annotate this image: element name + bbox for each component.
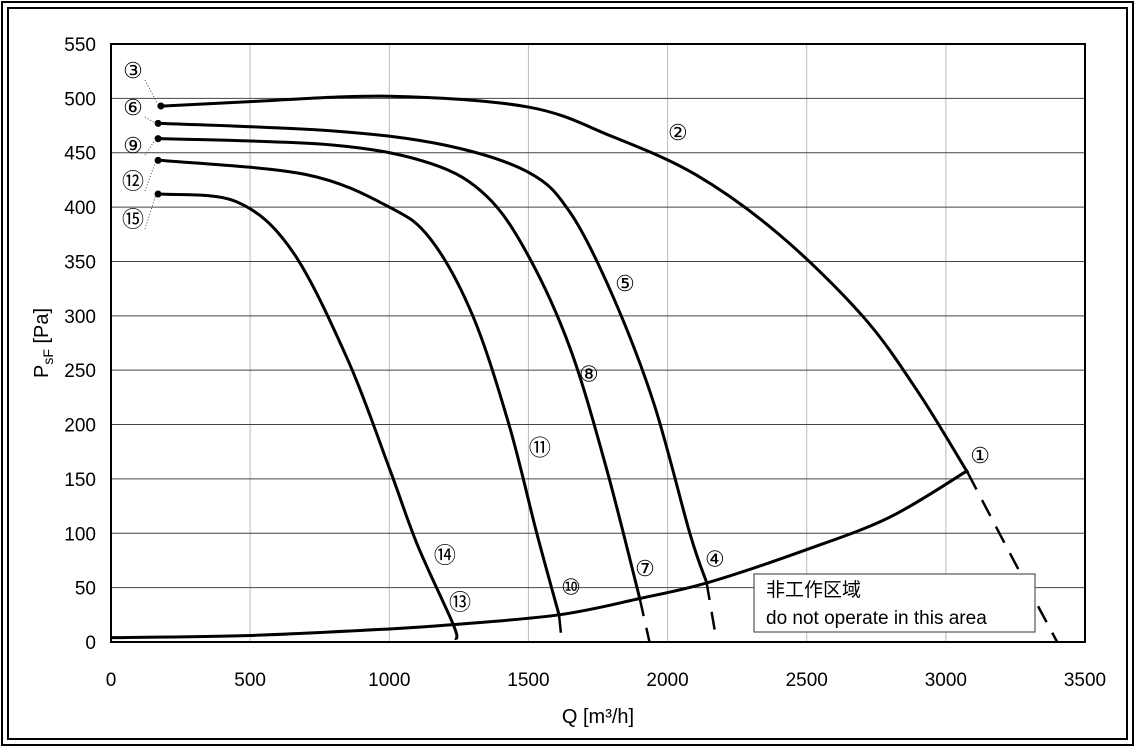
curve-11-ext: [557, 614, 564, 643]
y-tick-label: 50: [75, 579, 96, 600]
x-axis-label: Q [m³/h]: [562, 706, 634, 728]
start-point-dot: [154, 135, 162, 143]
system-curve: [110, 468, 969, 640]
series-group: [110, 94, 1059, 643]
x-tick-label: 2500: [786, 670, 828, 691]
y-axis-label-main: P: [31, 365, 53, 378]
leader-line: [144, 138, 157, 156]
y-tick-label: 550: [64, 35, 96, 56]
leader-line: [144, 116, 157, 124]
x-tick-label: 500: [234, 670, 266, 691]
y-tick-label: 200: [64, 416, 96, 437]
note-box: 非工作区域 do not operate in this area: [753, 573, 1036, 633]
grid: [111, 44, 1085, 642]
curve-8-ext: [638, 598, 651, 643]
curve-label: ⑧: [579, 362, 599, 387]
y-tick-label: 450: [64, 144, 96, 165]
curve-label: ⑥: [123, 96, 143, 121]
curve-2-ext: [967, 472, 1059, 643]
leader-line: [144, 193, 157, 230]
curve-14: [160, 192, 459, 641]
curve-label: ⑭: [434, 544, 456, 569]
x-tick-label: 0: [106, 670, 117, 691]
y-tick-label: 150: [64, 470, 96, 491]
curve-label: ⑦: [635, 557, 655, 582]
x-tick-label: 1000: [368, 670, 410, 691]
x-tick-label: 3000: [925, 670, 967, 691]
start-point-dot: [154, 190, 162, 198]
curve-label: ①: [970, 444, 990, 469]
y-tick-label: 100: [64, 524, 96, 545]
leader-line: [144, 160, 157, 192]
y-tick-label: 400: [64, 198, 96, 219]
annotations: ① ② ③ ④ ⑤ ⑥ ⑦ ⑧ ⑨ ⑩ ⑪ ⑫ ⑬ ⑭ ⑮: [122, 59, 990, 616]
y-axis-label: PsF [Pa]: [31, 308, 56, 378]
note-line-2: do not operate in this area: [766, 608, 987, 629]
y-tick-label: 0: [85, 633, 96, 654]
x-tick-label: 1500: [507, 670, 549, 691]
note-line-1: 非工作区域: [766, 579, 861, 601]
curve-5-ext: [705, 581, 717, 632]
curve-label: ⑩: [561, 576, 581, 601]
y-axis-label-sub: sF: [40, 349, 56, 365]
y-tick-label: 300: [64, 307, 96, 328]
plot-border: [110, 43, 1086, 643]
inner-frame: [7, 7, 1128, 740]
curve-label: ⑨: [123, 134, 143, 159]
curve-label: ⑤: [615, 272, 635, 297]
curve-5: [161, 121, 708, 583]
tick-labels: 0 500 1000 1500 2000 2500 3000 3500 0 50 100 150 200…: [64, 35, 1106, 691]
curve-label: ⑫: [122, 170, 144, 195]
curve-label: ③: [123, 59, 143, 84]
start-point-dot: [154, 119, 162, 127]
curve-label: ⑮: [122, 208, 144, 233]
x-tick-label: 2000: [646, 670, 688, 691]
y-axis-label-unit: [Pa]: [31, 308, 53, 349]
curve-8: [161, 137, 642, 599]
curve-label: ④: [705, 547, 725, 572]
start-point-dot: [154, 156, 162, 164]
curve-11: [160, 158, 561, 616]
y-tick-label: 350: [64, 252, 96, 273]
y-tick-label: 250: [64, 361, 96, 382]
start-point-dot: [157, 102, 165, 110]
curve-label: ⑪: [529, 436, 551, 461]
curve-label: ⑬: [449, 591, 471, 616]
leader-line: [144, 79, 160, 107]
curve-label: ②: [668, 121, 688, 146]
x-tick-label: 3500: [1064, 670, 1106, 691]
y-tick-label: 500: [64, 89, 96, 110]
curve-2: [163, 94, 970, 475]
